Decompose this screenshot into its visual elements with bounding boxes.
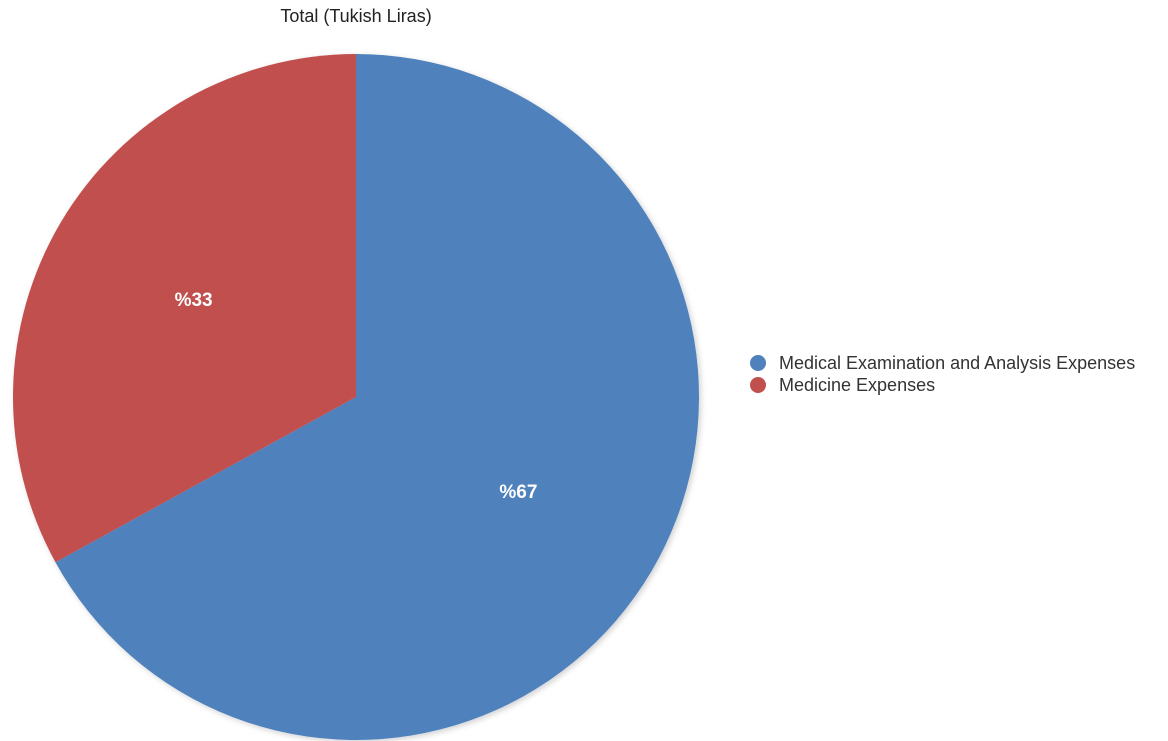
legend-label-medicine: Medicine Expenses xyxy=(779,374,936,395)
legend-swatch-medicine xyxy=(750,377,766,393)
data-label-medical-examination: %67 xyxy=(499,482,537,503)
legend-item-medicine: Medicine Expenses xyxy=(750,374,1135,396)
data-label-medicine: %33 xyxy=(175,290,213,311)
legend-item-medical-examination: Medical Examination and Analysis Expense… xyxy=(750,352,1135,374)
pie-slice-medical-examination xyxy=(55,54,699,740)
legend-swatch-medical-examination xyxy=(750,355,766,371)
chart-legend: Medical Examination and Analysis Expense… xyxy=(750,352,1135,396)
legend-label-medical-examination: Medical Examination and Analysis Expense… xyxy=(779,352,1136,373)
pie-slice-medicine xyxy=(12,54,356,563)
chart-title: Total (Tukish Liras) xyxy=(280,6,432,26)
